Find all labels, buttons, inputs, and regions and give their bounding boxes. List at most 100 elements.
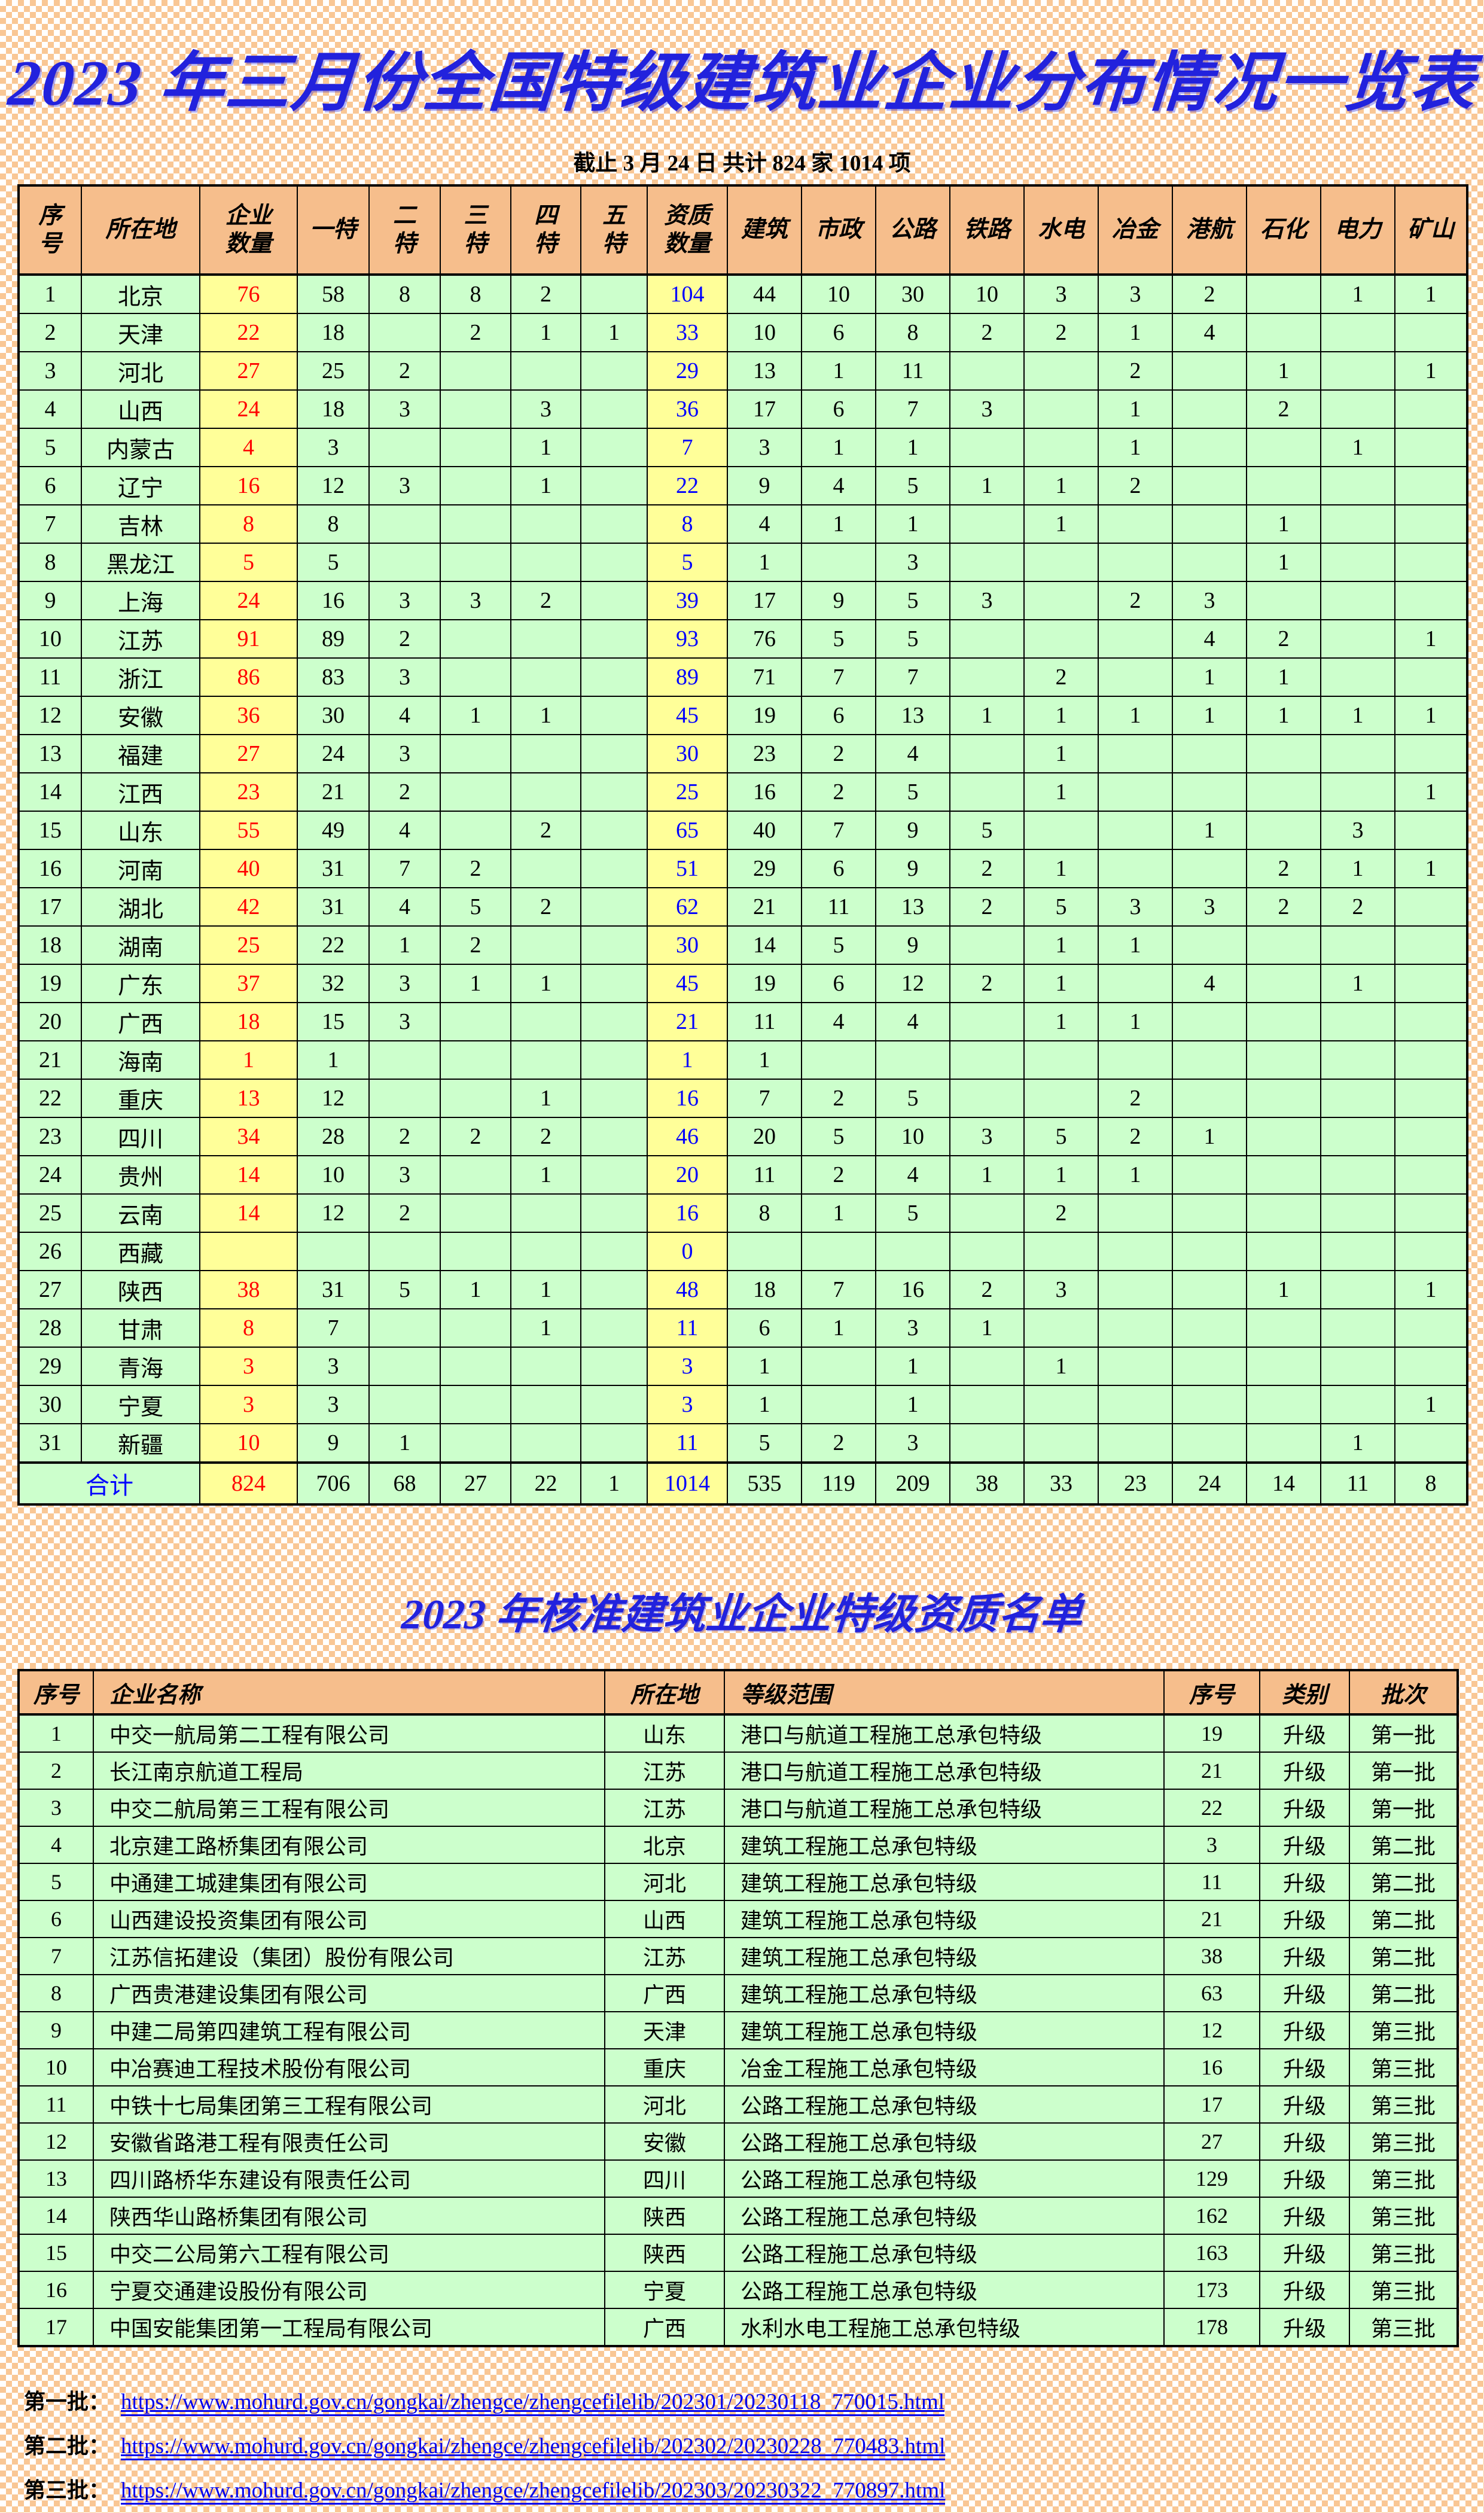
t1-cell — [1246, 1040, 1321, 1080]
t1-row: 18 湖南 25 22 1 2 30 14 5 9 1 1 — [18, 925, 1468, 965]
t1-cell — [1172, 1079, 1247, 1118]
t1-cell: 吉林 — [81, 504, 200, 544]
t1-cell — [1098, 657, 1173, 697]
t1-cell: 1 — [1023, 466, 1099, 505]
t1-total-cell: 24 — [1172, 1461, 1247, 1505]
t1-cell — [440, 1232, 511, 1271]
t1-cell: 51 — [647, 849, 728, 888]
t2-column-header: 批次 — [1349, 1670, 1458, 1716]
t1-cell: 1 — [18, 274, 82, 314]
t2-cell: 升级 — [1259, 2271, 1350, 2309]
t1-cell — [580, 1079, 648, 1118]
t1-cell — [1098, 1270, 1173, 1309]
t1-cell: 1 — [801, 1193, 876, 1233]
t1-cell — [1172, 1385, 1247, 1424]
t1-cell: 11 — [875, 351, 950, 391]
t1-cell: 3 — [1023, 1270, 1099, 1309]
t1-row: 29 青海 3 3 3 1 1 1 — [18, 1347, 1468, 1386]
t2-cell: 第三批 — [1349, 2271, 1458, 2309]
t1-cell — [1320, 1270, 1395, 1309]
t2-cell: 升级 — [1259, 2197, 1350, 2235]
t1-cell: 1 — [440, 964, 511, 1003]
t1-cell: 2 — [949, 1270, 1025, 1309]
t1-cell — [1098, 504, 1173, 544]
t1-cell: 内蒙古 — [81, 428, 200, 467]
t1-cell — [1320, 1193, 1395, 1233]
t1-cell: 58 — [297, 274, 370, 314]
t1-cell — [1246, 964, 1321, 1003]
t2-cell: 四川路桥华东建设有限责任公司 — [93, 2159, 605, 2198]
t1-cell — [1320, 543, 1395, 582]
t1-cell — [1394, 1079, 1468, 1118]
t1-cell: 8 — [297, 504, 370, 544]
t1-cell: 6 — [727, 1308, 802, 1348]
t1-cell — [949, 543, 1025, 582]
t1-cell — [510, 849, 581, 888]
t1-cell: 1 — [1246, 543, 1321, 582]
t2-cell: 中国安能集团第一工程局有限公司 — [93, 2308, 605, 2347]
t1-cell: 23 — [18, 1117, 82, 1156]
batch-link[interactable]: https://www.mohurd.gov.cn/gongkai/zhengc… — [121, 2390, 945, 2416]
t1-cell — [440, 351, 511, 391]
t1-cell: 3 — [368, 1002, 441, 1041]
t1-total-cell: 33 — [1023, 1461, 1099, 1505]
t1-cell — [1172, 772, 1247, 812]
t1-cell: 3 — [1172, 581, 1247, 620]
t1-cell: 22 — [199, 313, 298, 352]
t2-cell: 宁夏 — [604, 2271, 725, 2309]
t1-cell — [1172, 428, 1247, 467]
t1-cell — [1320, 1385, 1395, 1424]
batch-link[interactable]: https://www.mohurd.gov.cn/gongkai/zhengc… — [121, 2434, 946, 2460]
t2-cell: 中交二公局第六工程有限公司 — [93, 2234, 605, 2272]
t1-cell: 76 — [199, 274, 298, 314]
t1-cell — [949, 1347, 1025, 1386]
t1-cell: 34 — [199, 1117, 298, 1156]
t1-cell: 1 — [1172, 1117, 1247, 1156]
t1-cell — [580, 964, 648, 1003]
t1-cell — [1246, 1423, 1321, 1463]
t1-cell: 16 — [647, 1193, 728, 1233]
t2-cell: 四川 — [604, 2159, 725, 2198]
t1-cell: 3 — [647, 1347, 728, 1386]
t2-cell: 港口与航道工程施工总承包特级 — [724, 1714, 1165, 1753]
t1-cell: 1 — [1172, 811, 1247, 850]
t1-cell — [1246, 1002, 1321, 1041]
t1-cell — [580, 734, 648, 773]
t1-cell: 5 — [727, 1423, 802, 1463]
t2-cell: 11 — [1163, 1863, 1260, 1901]
t1-cell — [1394, 964, 1468, 1003]
batch-link[interactable]: https://www.mohurd.gov.cn/gongkai/zhengc… — [121, 2478, 946, 2505]
t1-cell — [368, 1232, 441, 1271]
t1-cell: 46 — [647, 1117, 728, 1156]
t1-cell: 39 — [647, 581, 728, 620]
t1-row: 25 云南 14 12 2 16 8 1 5 2 — [18, 1193, 1468, 1233]
t2-cell: 公路工程施工总承包特级 — [724, 2159, 1165, 2198]
t1-cell: 4 — [1172, 313, 1247, 352]
t1-column-header: 水电 — [1023, 185, 1099, 276]
t1-row: 1 北京 76 58 8 8 2 104 44 10 30 10 3 3 2 1 1 — [18, 274, 1468, 314]
t2-cell: 17 — [1163, 2085, 1260, 2124]
t1-cell: 36 — [199, 696, 298, 735]
qualification-list-title: 2023 年核准建筑业企业特级资质名单 — [400, 1592, 1084, 1638]
t1-cell: 1 — [1023, 849, 1099, 888]
t1-cell: 1 — [1320, 428, 1395, 467]
t1-cell: 91 — [199, 619, 298, 659]
t1-cell — [1023, 351, 1099, 391]
t1-cell — [1023, 428, 1099, 467]
t1-cell — [1246, 1155, 1321, 1195]
t1-cell — [580, 1117, 648, 1156]
t2-cell: 第三批 — [1349, 2122, 1458, 2161]
t1-cell: 11 — [647, 1423, 728, 1463]
t2-cell: 河北 — [604, 2085, 725, 2124]
t1-cell: 26 — [18, 1232, 82, 1271]
t1-cell: 上海 — [81, 581, 200, 620]
t1-cell: 1 — [1098, 389, 1173, 429]
t1-cell — [1320, 1002, 1395, 1041]
t1-cell: 3 — [368, 964, 441, 1003]
t1-cell: 30 — [18, 1385, 82, 1424]
t1-row: 9 上海 24 16 3 3 2 39 17 9 5 3 2 3 — [18, 581, 1468, 620]
t1-cell — [1320, 925, 1395, 965]
t1-cell — [1172, 1423, 1247, 1463]
t1-cell: 19 — [727, 696, 802, 735]
t1-cell: 甘肃 — [81, 1308, 200, 1348]
